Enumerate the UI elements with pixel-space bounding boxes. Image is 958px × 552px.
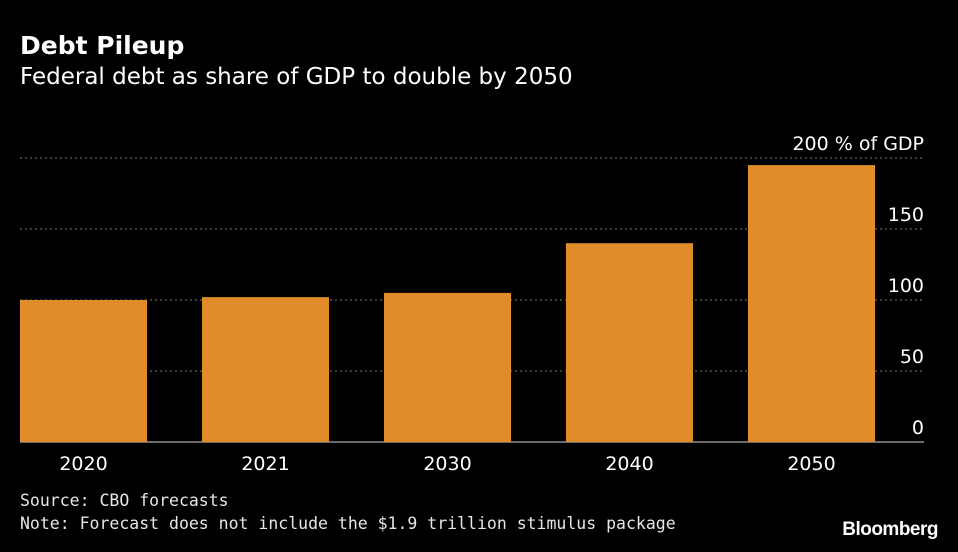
y-tick-label: 200 % of GDP (792, 133, 924, 155)
x-tick-label: 2030 (423, 453, 471, 475)
bar (202, 297, 329, 442)
footnote: Note: Forecast does not include the $1.9… (20, 514, 676, 533)
x-tick-label: 2040 (605, 453, 653, 475)
y-tick-label: 100 (888, 275, 924, 297)
chart-subtitle: Federal debt as share of GDP to double b… (20, 64, 573, 90)
bar (748, 165, 875, 442)
y-tick-label: 50 (900, 346, 924, 368)
bar (566, 243, 693, 442)
y-tick-label: 0 (912, 417, 924, 439)
y-tick-label: 150 (888, 204, 924, 226)
bar (20, 300, 147, 442)
chart-title: Debt Pileup (20, 31, 185, 60)
bar (384, 292, 511, 442)
bloomberg-logo: Bloomberg (842, 519, 938, 540)
source-note: Source: CBO forecasts (20, 491, 229, 510)
x-tick-label: 2021 (241, 453, 289, 475)
x-tick-label: 2050 (787, 453, 835, 475)
x-tick-label: 2020 (59, 453, 107, 475)
